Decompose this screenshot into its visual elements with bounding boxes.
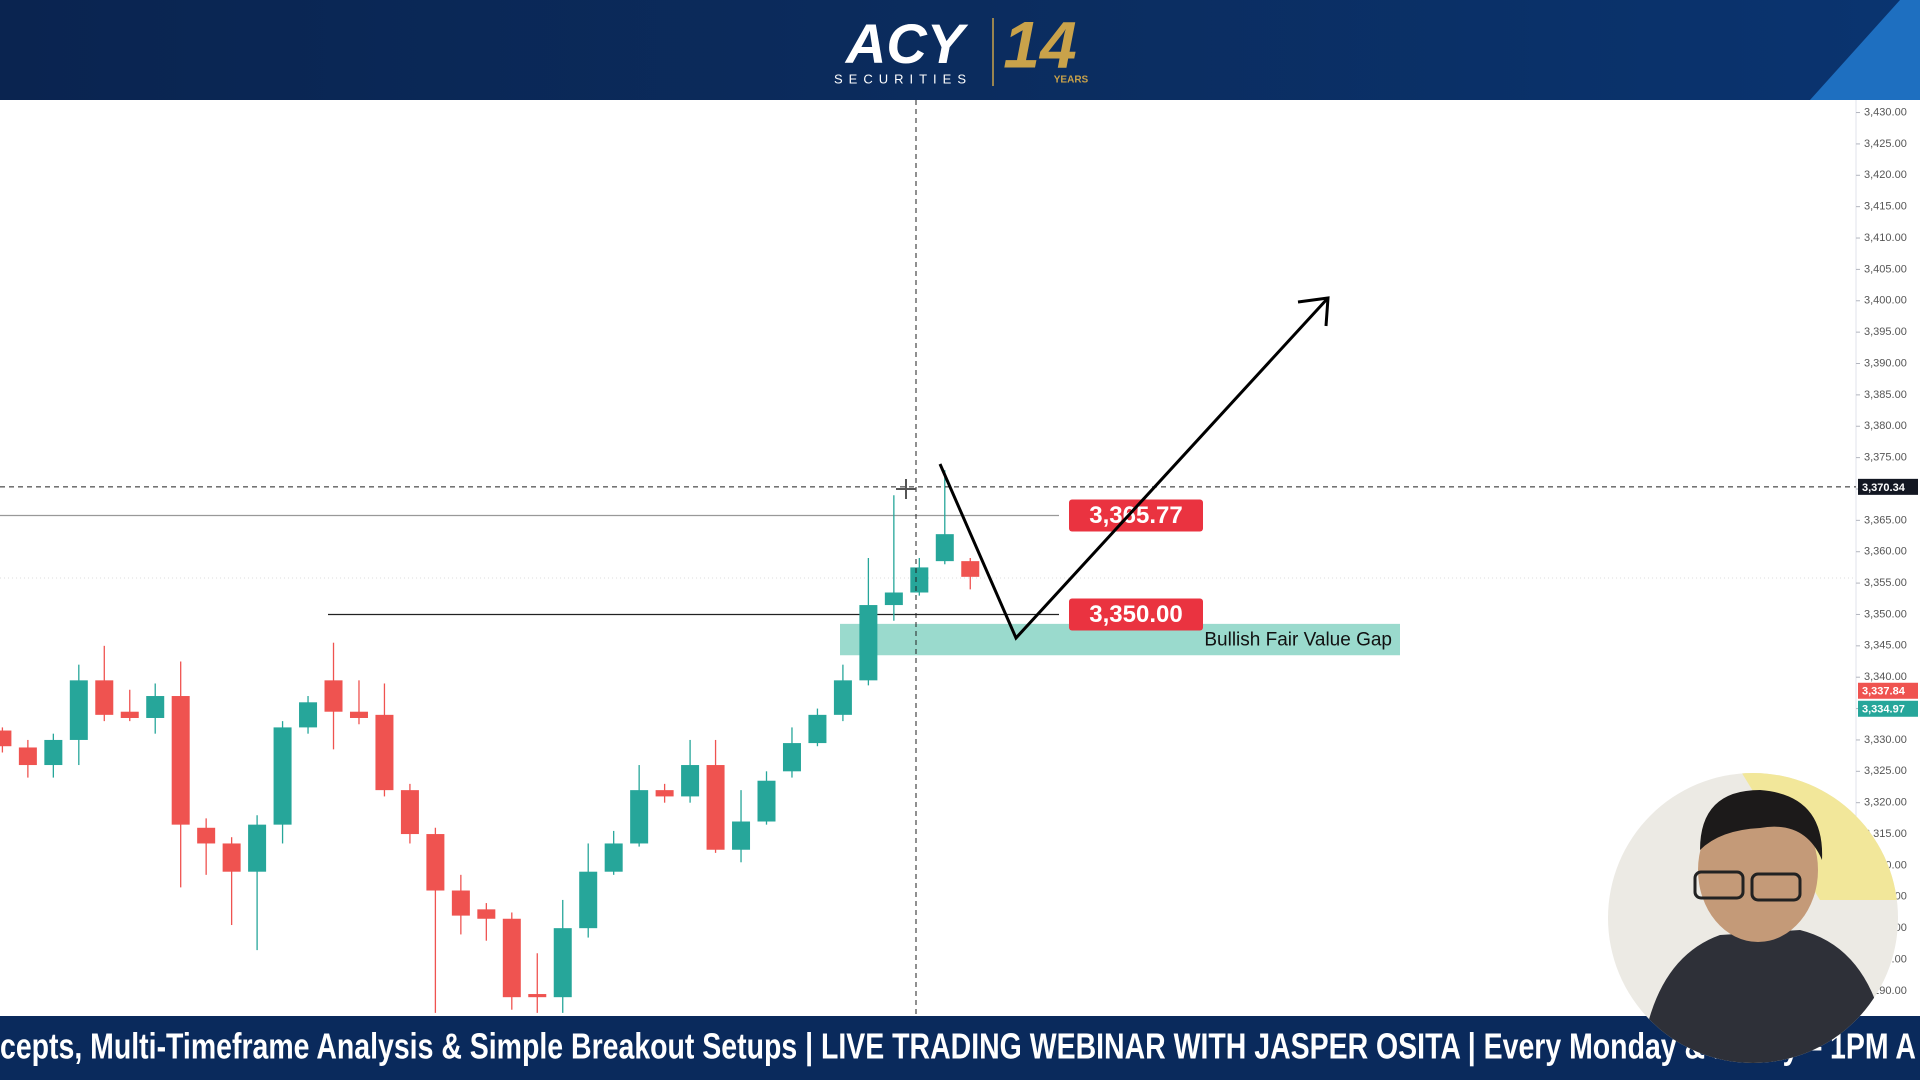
candle-body	[757, 780, 776, 822]
candle-body	[273, 727, 292, 825]
candle-body	[248, 824, 267, 872]
candle-body	[782, 743, 801, 772]
y-tick-label: 3,395.00	[1864, 326, 1907, 338]
level-label-box	[1069, 598, 1203, 631]
y-tick-label: 3,385.00	[1864, 389, 1907, 401]
logo-sub: SECURITIES	[834, 71, 972, 86]
candle-body	[477, 909, 496, 919]
candle-body	[18, 747, 37, 766]
candle-body	[44, 739, 63, 766]
y-tick-label: 3,325.00	[1864, 765, 1907, 777]
candle-body	[528, 994, 547, 998]
candle-body	[655, 790, 674, 797]
y-tick-label: 3,315.00	[1864, 828, 1907, 840]
ticker-text: cepts, Multi-Timeframe Analysis & Simple…	[0, 1026, 1916, 1068]
candle-body	[426, 834, 445, 891]
webcam	[1608, 773, 1898, 1063]
y-tick-label: 3,340.00	[1864, 671, 1907, 683]
candle-body	[502, 918, 521, 998]
projection-arrowhead	[1297, 296, 1330, 327]
candle-body	[579, 871, 598, 929]
chart: 3,290.003,295.003,300.003,305.003,310.00…	[0, 100, 1920, 1016]
candle-body	[400, 790, 419, 835]
cursor	[896, 479, 916, 499]
y-tick-label: 3,410.00	[1864, 232, 1907, 244]
candle-body	[95, 680, 114, 715]
header-bar	[0, 0, 1920, 100]
y-tick-label: 3,350.00	[1864, 608, 1907, 620]
candle-body	[324, 680, 343, 712]
candle-body	[884, 592, 903, 606]
candle-body	[910, 567, 929, 593]
plot-bg	[0, 100, 1920, 1016]
y-tick-label: 3,345.00	[1864, 640, 1907, 652]
y-tick-label: 3,415.00	[1864, 201, 1907, 213]
candle-body	[732, 821, 751, 850]
candle-body	[146, 696, 165, 718]
price-label-box	[1858, 478, 1918, 495]
y-tick-label: 3,375.00	[1864, 452, 1907, 464]
candle-body	[0, 730, 12, 747]
candle-body	[197, 827, 216, 844]
y-tick-label: 3,390.00	[1864, 357, 1907, 369]
candle-body	[349, 711, 368, 718]
candle-body	[935, 534, 954, 562]
candle-body	[961, 561, 980, 577]
person-body	[1640, 930, 1890, 1063]
candle-body	[451, 890, 470, 916]
projection-path	[938, 296, 1330, 641]
candle-body	[299, 702, 318, 728]
ticker-bar	[0, 1016, 1920, 1080]
y-tick-label: 3,360.00	[1864, 546, 1907, 558]
level-label-box	[1069, 499, 1203, 532]
y-tick-label: 3,405.00	[1864, 263, 1907, 275]
y-tick-label: 3,425.00	[1864, 138, 1907, 150]
candle-body	[808, 714, 827, 744]
y-tick-label: 3,380.00	[1864, 420, 1907, 432]
anniversary-sub: YEARS	[1054, 75, 1089, 86]
candle-body	[553, 928, 572, 998]
anniversary: 14	[1003, 7, 1076, 81]
price-label-box	[1858, 700, 1918, 717]
candle-body	[375, 714, 394, 791]
level-label: 3,350.00	[1089, 601, 1182, 628]
y-tick-label: 3,400.00	[1864, 295, 1907, 307]
price-label: 3,334.97	[1862, 704, 1905, 716]
candle-body	[604, 843, 623, 872]
candle-body	[630, 790, 649, 844]
y-tick-label: 3,355.00	[1864, 577, 1907, 589]
price-label: 3,370.34	[1862, 482, 1906, 494]
y-tick-label: 3,320.00	[1864, 797, 1907, 809]
fvg-label: Bullish Fair Value Gap	[1204, 630, 1392, 651]
person-head	[1698, 798, 1818, 942]
y-tick-label: 3,330.00	[1864, 734, 1907, 746]
y-tick-label: 3,430.00	[1864, 106, 1907, 118]
candle-body	[859, 605, 878, 681]
header-stripe	[1810, 0, 1920, 100]
candle-body	[222, 843, 241, 872]
glasses	[1750, 872, 1802, 902]
y-tick-label: 3,365.00	[1864, 514, 1907, 526]
candle-body	[833, 680, 852, 715]
ticker: cepts, Multi-Timeframe Analysis & Simple…	[0, 1016, 1920, 1080]
candle-body	[706, 765, 725, 850]
candle-body	[69, 680, 88, 740]
candle-body	[681, 765, 700, 797]
candle-body	[120, 711, 139, 718]
price-label-box	[1858, 682, 1918, 699]
y-tick-label: 3,420.00	[1864, 169, 1907, 181]
logo: ACY	[844, 12, 969, 75]
header: ACY SECURITIES 14 YEARS	[0, 0, 1920, 100]
price-label: 3,337.84	[1862, 686, 1906, 698]
person-hair	[1700, 790, 1823, 860]
candle-body	[171, 696, 190, 825]
glasses	[1693, 870, 1745, 900]
